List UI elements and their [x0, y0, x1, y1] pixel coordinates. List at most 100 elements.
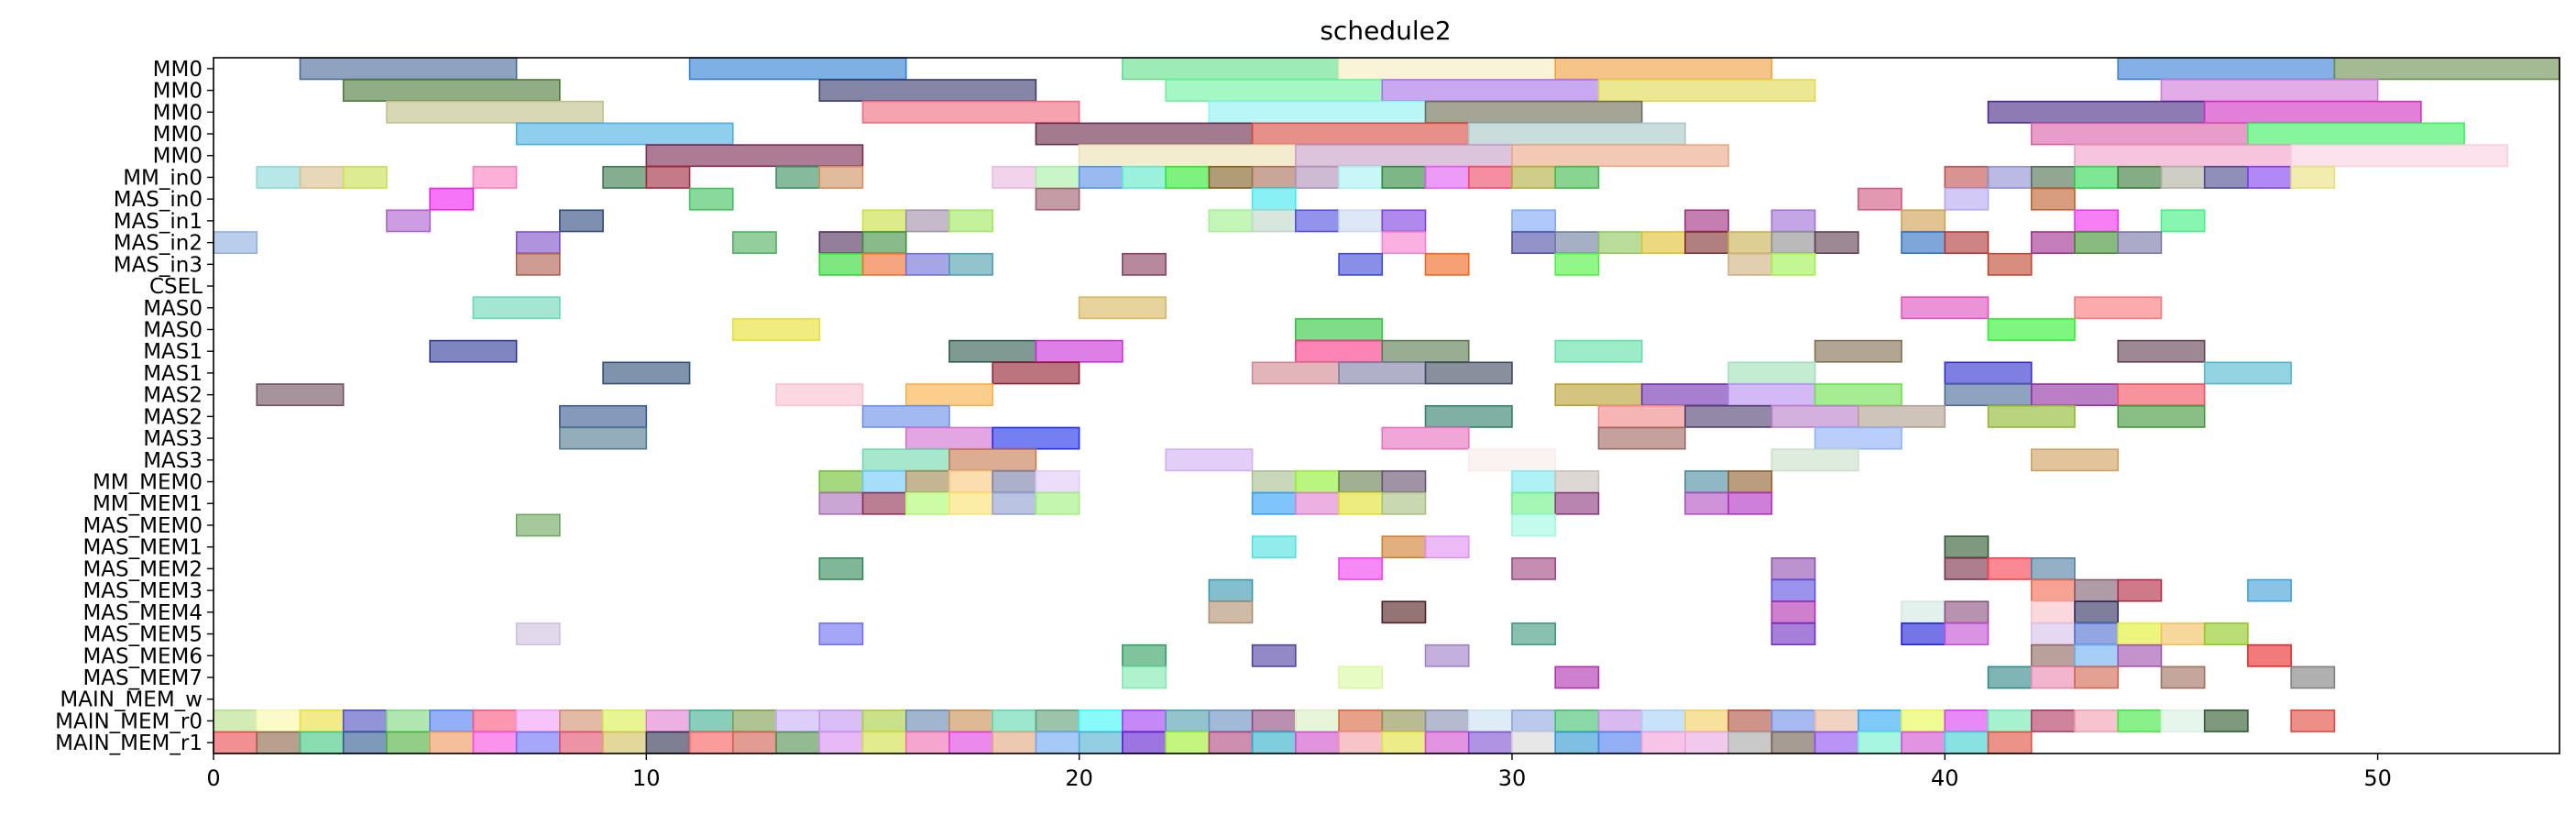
task-bar — [1251, 644, 1297, 667]
task-bar — [2030, 622, 2076, 645]
task-bar — [645, 709, 691, 732]
task-bar — [731, 709, 777, 732]
task-bar — [2247, 644, 2292, 667]
x-tick-label: 50 — [2363, 765, 2392, 791]
task-bar — [861, 448, 950, 472]
task-bar — [1251, 709, 1297, 732]
task-bar — [904, 470, 950, 493]
task-bar — [2030, 578, 2076, 602]
task-bar — [2203, 709, 2249, 732]
task-bar — [731, 731, 777, 754]
task-bar — [1467, 166, 1513, 189]
task-bar — [2203, 622, 2249, 645]
task-bar — [1511, 513, 1556, 537]
task-bar — [213, 231, 258, 255]
row-label: MM0 — [153, 123, 203, 147]
task-bar — [645, 144, 864, 168]
task-bar — [818, 622, 864, 645]
task-bar — [818, 79, 1037, 102]
task-bar — [1338, 470, 1384, 493]
task-bar — [342, 709, 388, 732]
task-bar — [1295, 209, 1340, 233]
task-bar — [2290, 666, 2336, 689]
task-bar — [559, 404, 648, 428]
task-bar — [1035, 187, 1080, 211]
task-bar — [1640, 231, 1686, 255]
plot-frame — [213, 57, 2560, 754]
task-bar — [861, 731, 907, 754]
task-bar — [1511, 470, 1556, 493]
task-bar — [1078, 731, 1124, 754]
task-bar — [1208, 166, 1254, 189]
task-bar — [1338, 731, 1384, 754]
task-bar — [2030, 709, 2076, 732]
task-bar — [861, 709, 907, 732]
task-bar — [1208, 100, 1427, 124]
row-label: MAS_MEM7 — [82, 666, 203, 690]
task-bar — [1511, 231, 1556, 255]
task-bar — [1251, 187, 1297, 211]
task-bar — [1511, 209, 1556, 233]
task-bar — [1814, 383, 1902, 407]
row-label: MAS2 — [143, 384, 203, 408]
task-bar — [1165, 79, 1384, 102]
row-label: MAS_in0 — [114, 188, 203, 212]
task-bar — [299, 166, 345, 189]
task-bar — [1944, 709, 1990, 732]
task-bar — [1165, 731, 1211, 754]
task-bar — [602, 731, 648, 754]
task-bar — [1251, 535, 1297, 559]
task-bar — [992, 426, 1080, 450]
task-bar — [2290, 144, 2509, 168]
task-bar — [1338, 491, 1384, 515]
task-bar — [2160, 709, 2206, 732]
task-bar — [1901, 231, 1946, 255]
task-bar — [1684, 731, 1729, 754]
task-bar — [1901, 709, 1946, 732]
task-bar — [1944, 556, 1990, 580]
task-bar — [2074, 666, 2120, 689]
task-bar — [992, 731, 1037, 754]
row-label: MAIN_MEM_r1 — [55, 732, 203, 755]
task-bar — [1208, 731, 1254, 754]
task-bar — [1944, 231, 1990, 255]
task-bar — [1858, 709, 1902, 732]
task-bar — [1122, 57, 1340, 81]
task-bar — [1511, 622, 1556, 645]
task-bar — [1987, 166, 2033, 189]
x-axis-ticks: 0 10 20 30 40 50 — [206, 754, 2392, 791]
task-bar — [948, 709, 993, 732]
task-bar — [1944, 383, 2033, 407]
task-bar — [2160, 166, 2206, 189]
task-bar — [2160, 622, 2206, 645]
task-bar — [2030, 666, 2076, 689]
task-bar — [1424, 404, 1513, 428]
task-bar — [904, 731, 950, 754]
task-bar — [1467, 448, 1556, 472]
task-bar — [1424, 644, 1470, 667]
row-label: MAS_MEM2 — [82, 557, 203, 581]
task-bar — [1944, 361, 2033, 385]
task-bar — [1338, 57, 1557, 81]
task-bar — [1424, 709, 1470, 732]
task-bar — [1554, 731, 1600, 754]
task-bar — [1381, 491, 1427, 515]
task-bar — [1684, 491, 1729, 515]
task-bar — [992, 470, 1037, 493]
task-bar — [1554, 709, 1600, 732]
task-bar — [992, 491, 1037, 515]
task-bar — [1251, 209, 1297, 233]
row-label: MAIN_MEM_r0 — [55, 710, 203, 733]
task-bar — [1035, 166, 1080, 189]
task-bar — [1251, 470, 1297, 493]
task-bar — [948, 209, 993, 233]
task-bar — [429, 731, 475, 754]
task-bar — [1770, 252, 1816, 276]
task-bar — [2030, 448, 2120, 472]
task-bar — [1727, 731, 1773, 754]
task-bar — [2117, 57, 2336, 81]
x-tick-label: 0 — [206, 765, 220, 791]
task-bar — [1122, 666, 1167, 689]
task-bar — [1858, 731, 1902, 754]
task-bar — [2030, 187, 2076, 211]
